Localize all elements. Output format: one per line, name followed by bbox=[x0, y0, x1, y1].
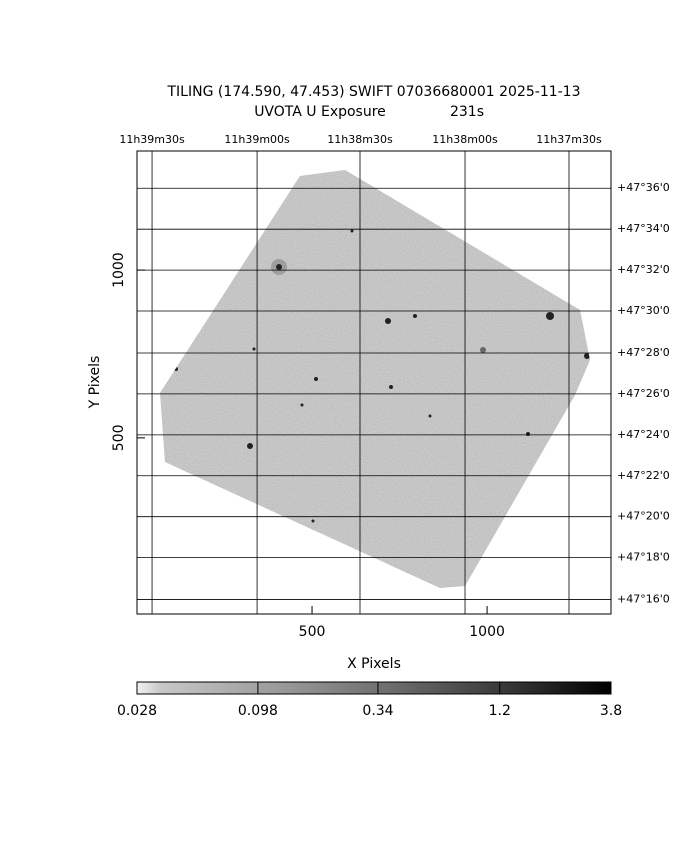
y-axis-label: Y Pixels bbox=[87, 356, 103, 410]
y-tick-label: 500 bbox=[111, 424, 127, 451]
dec-tick-label: +47°20'0 bbox=[617, 510, 670, 523]
chart-title: TILING (174.590, 47.453) SWIFT 070366800… bbox=[167, 84, 581, 100]
dec-tick-label: +47°24'0 bbox=[617, 428, 670, 441]
ra-tick-label: 11h38m30s bbox=[327, 133, 393, 146]
ra-tick-label: 11h39m00s bbox=[224, 133, 290, 146]
dec-tick-label: +47°22'0 bbox=[617, 469, 670, 482]
exposure: 231s bbox=[450, 104, 484, 120]
colorbar-tick-label: 0.098 bbox=[238, 703, 278, 719]
ra-tick-label: 11h38m00s bbox=[432, 133, 498, 146]
image-noise bbox=[160, 170, 590, 588]
dec-tick-label: +47°34'0 bbox=[617, 222, 670, 235]
chart-subtitle: UVOTA U Exposure bbox=[254, 104, 386, 120]
dec-tick-label: +47°26'0 bbox=[617, 387, 670, 400]
colorbar-tick-label: 3.8 bbox=[600, 703, 622, 719]
ra-tick-label: 11h37m30s bbox=[536, 133, 602, 146]
colorbar-tick-label: 1.2 bbox=[489, 703, 511, 719]
y-tick-label: 1000 bbox=[111, 252, 127, 288]
dec-tick-label: +47°16'0 bbox=[617, 593, 670, 606]
dec-tick-label: +47°30'0 bbox=[617, 304, 670, 317]
colorbar-tick-label: 0.34 bbox=[362, 703, 393, 719]
ra-tick-label: 11h39m30s bbox=[119, 133, 185, 146]
x-tick-label: 1000 bbox=[469, 624, 505, 640]
dec-tick-label: +47°28'0 bbox=[617, 346, 670, 359]
colorbar bbox=[136, 681, 612, 695]
x-axis-label: X Pixels bbox=[347, 656, 401, 672]
colorbar-tick-label: 0.028 bbox=[117, 703, 157, 719]
dec-tick-label: +47°32'0 bbox=[617, 263, 670, 276]
x-tick-label: 500 bbox=[299, 624, 326, 640]
dec-tick-label: +47°36'0 bbox=[617, 181, 670, 194]
image bbox=[160, 170, 590, 588]
sources bbox=[174, 229, 590, 523]
plot-frame bbox=[136, 150, 612, 615]
dec-tick-label: +47°18'0 bbox=[617, 551, 670, 564]
